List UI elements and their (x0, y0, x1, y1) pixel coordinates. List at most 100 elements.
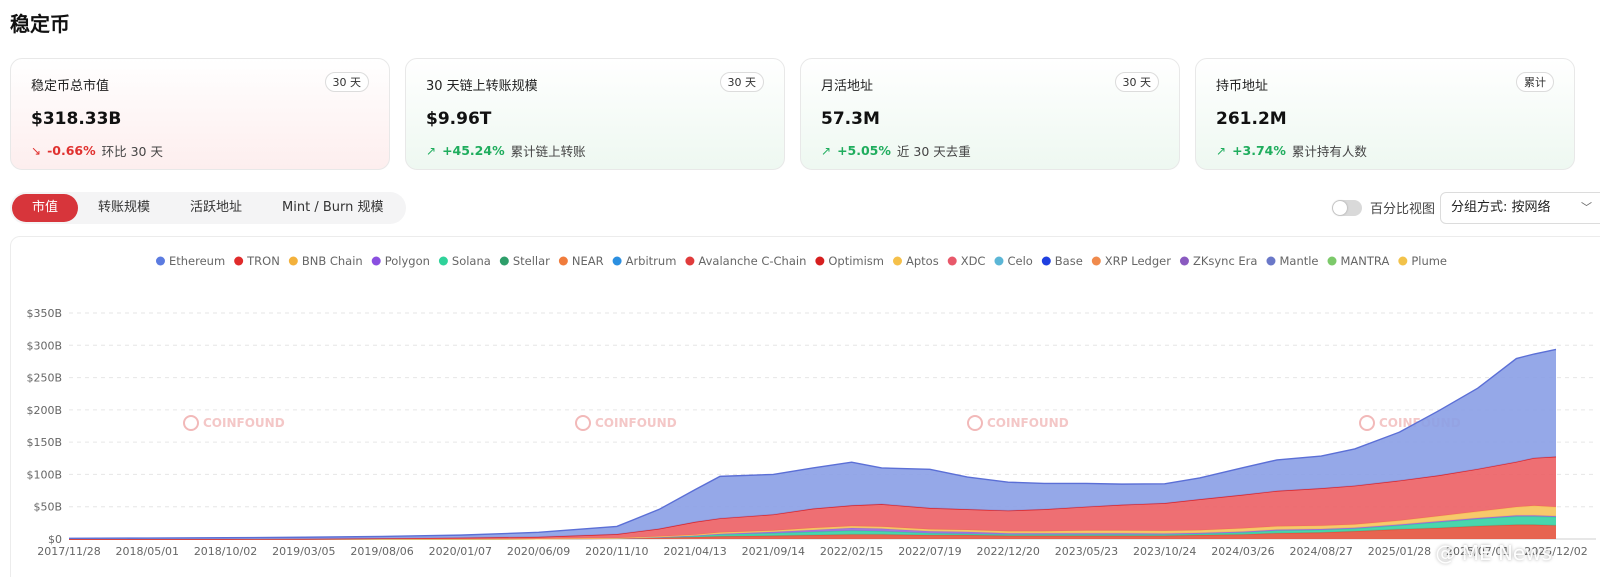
watermark-logo-icon (967, 415, 983, 431)
x-tick-label: 2025/12/02 (1524, 545, 1587, 558)
change-percent: -0.66% (47, 143, 96, 158)
card-period-badge: 30 天 (324, 72, 369, 92)
legend-marker (558, 256, 568, 266)
y-tick-label: $250B (26, 372, 62, 385)
legend-marker (1266, 256, 1276, 266)
x-tick-label: 2020/01/07 (429, 545, 492, 558)
y-tick-label: $350B (26, 307, 62, 320)
page-title: 稳定币 (10, 12, 70, 36)
legend-marker (371, 256, 381, 266)
card-total-market-cap[interactable]: 稳定币总市值 30 天 $318.33B ↘ -0.66% 环比 30 天 (10, 58, 390, 170)
arrow-up-icon: ↗ (1216, 143, 1227, 158)
legend-label: Polygon (385, 254, 430, 268)
card-period-badge: 30 天 (1114, 72, 1159, 92)
legend-label: ZKsync Era (1193, 254, 1258, 268)
tab-transfer-volume[interactable]: 转账规模 (98, 200, 151, 215)
legend-label: Base (1055, 254, 1083, 268)
change-note: 环比 30 天 (101, 144, 163, 159)
x-tick-label: 2024/08/27 (1290, 545, 1353, 558)
legend-label: Avalanche C-Chain (698, 254, 806, 268)
x-tick-label: 2019/03/05 (272, 545, 335, 558)
y-tick-label: $200B (26, 404, 62, 417)
group-by-select[interactable]: 分组方式: 按网络 ﹀ (1440, 192, 1600, 224)
tab-market-cap[interactable]: 市值 (12, 194, 79, 222)
series-area (69, 516, 1556, 539)
x-tick-label: 2020/11/10 (585, 545, 648, 558)
legend-label: XDC (961, 254, 986, 268)
y-tick-label: $150B (26, 436, 62, 449)
card-value: 57.3M (821, 109, 880, 129)
legend-label: MANTRA (1341, 254, 1390, 268)
chart-watermark: COINFOUND (987, 416, 1069, 430)
legend-marker (815, 256, 825, 266)
card-change: ↘ -0.66% 环比 30 天 (31, 141, 163, 160)
legend-label: Ethereum (169, 254, 225, 268)
legend-marker (1179, 256, 1189, 266)
legend-marker (234, 256, 244, 266)
change-note: 近 30 天去重 (896, 144, 971, 159)
x-tick-label: 2018/10/02 (194, 545, 257, 558)
change-note: 累计持有人数 (1291, 144, 1367, 159)
card-label: 月活地址 (821, 79, 874, 94)
card-label: 30 天链上转账规模 (426, 79, 538, 94)
x-tick-label: 2018/05/01 (116, 545, 179, 558)
change-percent: +45.24% (442, 143, 505, 158)
percent-view-control: 百分比视图 (1332, 198, 1435, 217)
card-period-badge: 累计 (1516, 72, 1554, 92)
y-tick-label: $300B (26, 339, 62, 352)
x-tick-label: 2022/02/15 (820, 545, 883, 558)
legend-marker (893, 256, 903, 266)
y-tick-label: $0 (48, 533, 62, 546)
x-tick-label: 2021/09/14 (742, 545, 805, 558)
card-change: ↗ +45.24% 累计链上转账 (426, 141, 586, 160)
x-tick-label: 2023/10/24 (1133, 545, 1196, 558)
series-area (69, 349, 1556, 539)
legend-label: Mantle (1279, 254, 1318, 268)
x-tick-label: 2022/12/20 (976, 545, 1039, 558)
y-tick-label: $50B (33, 501, 62, 514)
legend-label: Plume (1411, 254, 1447, 268)
legend-label: Stellar (513, 254, 550, 268)
legend-label: Optimism (828, 254, 884, 268)
legend-marker (155, 256, 165, 266)
change-percent: +5.05% (837, 143, 891, 158)
percent-view-toggle[interactable] (1332, 199, 1362, 216)
tab-active-addresses[interactable]: 活跃地址 (190, 200, 243, 215)
legend-marker (288, 256, 298, 266)
legend-marker (1327, 256, 1337, 266)
arrow-up-icon: ↗ (426, 143, 437, 158)
card-monthly-active-addresses[interactable]: 月活地址 30 天 57.3M ↗ +5.05% 近 30 天去重 (800, 58, 1180, 170)
arrow-up-icon: ↗ (821, 143, 832, 158)
legend-marker (1091, 256, 1101, 266)
card-period-badge: 30 天 (719, 72, 764, 92)
card-holder-addresses[interactable]: 持币地址 累计 261.2M ↗ +3.74% 累计持有人数 (1195, 58, 1575, 170)
legend-marker (438, 256, 448, 266)
chart-watermark: COINFOUND (595, 416, 677, 430)
card-transfer-volume[interactable]: 30 天链上转账规模 30 天 $9.96T ↗ +45.24% 累计链上转账 (405, 58, 785, 170)
change-percent: +3.74% (1232, 143, 1286, 158)
card-value: $9.96T (426, 109, 492, 129)
metric-tabs: 市值 转账规模 活跃地址 Mint / Burn 规模 (10, 192, 406, 224)
legend-marker (612, 256, 622, 266)
legend-label: Solana (452, 254, 491, 268)
series-line (68, 348, 1557, 540)
watermark-logo-icon (183, 415, 199, 431)
card-value: 261.2M (1216, 109, 1287, 129)
series-area (69, 456, 1556, 539)
change-note: 累计链上转账 (510, 144, 586, 159)
x-tick-label: 2019/08/06 (350, 545, 413, 558)
chart-panel: Ethereum TRON BNB Chain Polygon Solana Stella… (10, 236, 1600, 577)
x-tick-label: 2022/07/19 (898, 545, 961, 558)
card-label: 稳定币总市值 (31, 79, 110, 94)
x-tick-label: 2017/11/28 (37, 545, 100, 558)
card-change: ↗ +5.05% 近 30 天去重 (821, 141, 971, 160)
tab-mint-burn[interactable]: Mint / Burn 规模 (282, 200, 384, 215)
x-tick-label: 2025/07/01 (1446, 545, 1509, 558)
legend-marker (685, 256, 695, 266)
watermark-logo-icon (575, 415, 591, 431)
x-tick-label: 2025/01/28 (1368, 545, 1431, 558)
card-change: ↗ +3.74% 累计持有人数 (1216, 141, 1367, 160)
legend-marker (1398, 256, 1408, 266)
card-value: $318.33B (31, 109, 122, 129)
legend-label: TRON (246, 254, 280, 268)
